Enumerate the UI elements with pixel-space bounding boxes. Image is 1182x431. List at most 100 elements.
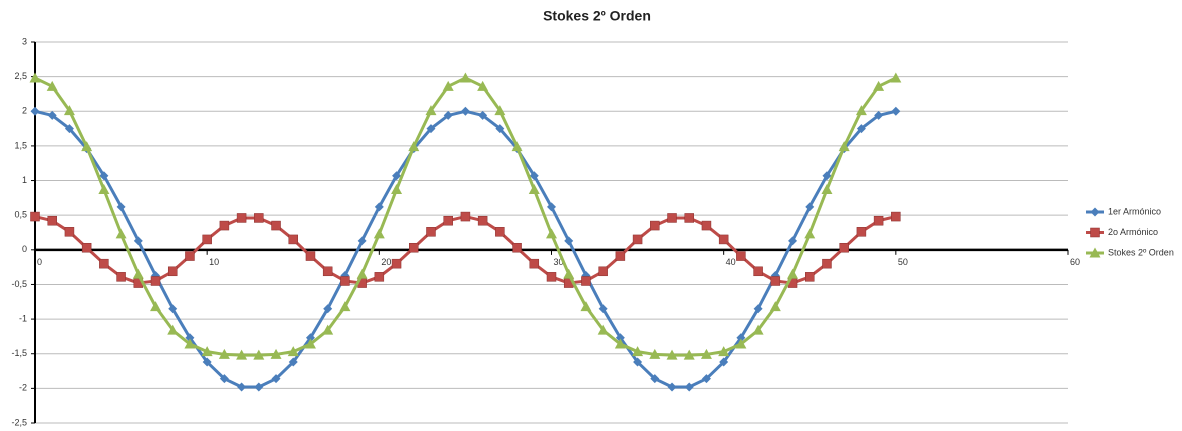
data-point [237, 382, 247, 392]
data-point [752, 324, 764, 335]
data-point [529, 258, 540, 269]
data-point [856, 227, 867, 237]
data-point [323, 304, 333, 314]
data-point [546, 272, 557, 282]
data-point [374, 272, 385, 282]
data-point [270, 348, 282, 359]
data-point [392, 171, 402, 181]
data-point [81, 141, 93, 152]
data-point [443, 215, 453, 226]
data-point [804, 228, 816, 239]
data-point [874, 110, 884, 120]
data-point [891, 211, 901, 222]
data-point [185, 333, 195, 343]
data-point [201, 346, 213, 357]
data-point [339, 301, 351, 312]
data-point [805, 272, 815, 282]
data-point [615, 251, 626, 261]
x-tick-label: 20 [381, 257, 391, 267]
x-tick-label: 60 [1070, 257, 1080, 267]
data-point [116, 202, 126, 212]
data-point [770, 276, 781, 286]
data-point [425, 105, 437, 116]
data-point [477, 80, 489, 91]
data-point [478, 110, 488, 120]
data-point [305, 251, 316, 261]
data-point [202, 357, 212, 367]
data-point [891, 106, 901, 116]
y-tick-label: 1 [22, 175, 27, 185]
data-point [512, 242, 522, 253]
data-point [649, 348, 661, 359]
data-point [443, 110, 453, 120]
data-point [839, 242, 849, 253]
data-point [822, 258, 832, 269]
data-point [236, 349, 248, 360]
data-point [684, 382, 694, 392]
data-point [357, 236, 367, 246]
data-point [890, 72, 902, 83]
data-point [29, 72, 41, 83]
data-point [667, 213, 677, 223]
data-point [218, 348, 230, 359]
x-tick-label: 30 [554, 257, 564, 267]
y-tick-label: 0 [22, 244, 27, 254]
data-point [167, 266, 178, 277]
data-point [495, 227, 505, 237]
data-point [855, 105, 867, 116]
data-point [322, 266, 333, 277]
data-point [253, 349, 265, 360]
x-tick-label: 10 [209, 257, 219, 267]
data-point [718, 234, 729, 245]
data-point [821, 184, 833, 195]
data-point [563, 268, 575, 279]
data-point [684, 213, 694, 223]
data-point [633, 357, 643, 367]
data-point [373, 228, 385, 239]
data-point [442, 80, 454, 91]
y-tick-label: 3 [22, 36, 27, 46]
data-point [132, 268, 144, 279]
data-point [598, 266, 608, 277]
data-point [838, 141, 850, 152]
data-point [564, 236, 574, 246]
data-point [460, 211, 471, 222]
data-point [788, 236, 798, 246]
data-point [495, 124, 505, 134]
data-point [254, 213, 264, 223]
data-point [459, 72, 471, 83]
legend-marker [1090, 207, 1100, 217]
data-point [340, 276, 350, 286]
data-point [115, 228, 127, 239]
data-point [683, 349, 695, 360]
data-point [547, 202, 556, 212]
data-point [701, 374, 711, 384]
data-point [150, 276, 161, 286]
data-point [305, 333, 315, 343]
data-point [494, 105, 506, 116]
data-point [99, 171, 109, 181]
data-point [546, 228, 557, 239]
data-point [753, 266, 763, 277]
data-point [650, 374, 660, 384]
data-point [64, 124, 74, 134]
data-point [271, 220, 281, 231]
legend-label: 2o Armónico [1108, 227, 1158, 237]
legend-label: Stokes 2º Orden [1108, 247, 1174, 257]
data-point [63, 105, 75, 116]
data-point [374, 202, 384, 212]
data-point [667, 382, 677, 392]
data-point [99, 258, 109, 269]
data-point [615, 333, 625, 343]
data-point [700, 348, 712, 359]
data-point [719, 357, 729, 367]
data-point [167, 324, 179, 335]
x-tick-label: 40 [726, 257, 736, 267]
data-point [632, 234, 643, 245]
data-point [133, 236, 143, 246]
data-point [528, 184, 540, 195]
data-point [408, 141, 420, 152]
data-point [46, 80, 58, 91]
data-point [236, 213, 247, 223]
